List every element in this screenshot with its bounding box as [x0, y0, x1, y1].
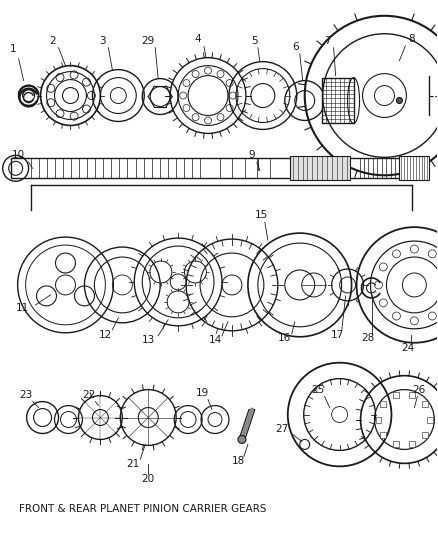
Text: 4: 4 — [195, 34, 201, 44]
Text: 18: 18 — [231, 456, 244, 466]
Bar — [427, 416, 433, 423]
Text: 26: 26 — [413, 385, 426, 394]
Text: 3: 3 — [99, 36, 106, 46]
Text: 6: 6 — [293, 42, 299, 52]
Bar — [321, 78, 353, 124]
Text: 11: 11 — [16, 303, 29, 313]
Text: 28: 28 — [361, 333, 374, 343]
Text: 20: 20 — [141, 474, 155, 484]
Text: 22: 22 — [82, 390, 95, 400]
Text: 21: 21 — [127, 459, 140, 470]
Text: 5: 5 — [251, 36, 258, 46]
Bar — [422, 432, 428, 438]
Text: 1: 1 — [9, 44, 16, 54]
Text: 29: 29 — [141, 36, 155, 46]
Text: 24: 24 — [401, 343, 414, 353]
Text: FRONT & REAR PLANET PINION CARRIER GEARS: FRONT & REAR PLANET PINION CARRIER GEARS — [19, 504, 266, 514]
Circle shape — [300, 439, 310, 449]
Text: 8: 8 — [408, 34, 415, 44]
Bar — [11, 158, 422, 178]
Text: 25: 25 — [311, 385, 324, 394]
Circle shape — [396, 98, 403, 103]
Bar — [381, 432, 386, 438]
Text: 15: 15 — [255, 210, 268, 220]
Bar — [410, 441, 415, 447]
Text: 23: 23 — [19, 390, 32, 400]
Text: 19: 19 — [195, 387, 208, 398]
Text: 17: 17 — [331, 330, 344, 340]
Bar — [381, 401, 386, 407]
Bar — [375, 416, 381, 423]
Text: 14: 14 — [208, 335, 222, 345]
Bar — [290, 156, 350, 180]
Text: 9: 9 — [249, 150, 255, 160]
Text: 7: 7 — [325, 36, 331, 46]
Bar — [393, 441, 399, 447]
Polygon shape — [239, 409, 255, 439]
Text: 13: 13 — [141, 335, 155, 345]
Circle shape — [238, 435, 246, 443]
Text: 16: 16 — [278, 333, 291, 343]
Text: 10: 10 — [12, 150, 25, 160]
Bar — [410, 392, 415, 398]
Bar — [422, 401, 428, 407]
Text: 2: 2 — [49, 36, 56, 46]
Text: 27: 27 — [275, 424, 289, 434]
Bar — [399, 156, 429, 180]
Bar — [393, 392, 399, 398]
Text: 12: 12 — [99, 330, 112, 340]
